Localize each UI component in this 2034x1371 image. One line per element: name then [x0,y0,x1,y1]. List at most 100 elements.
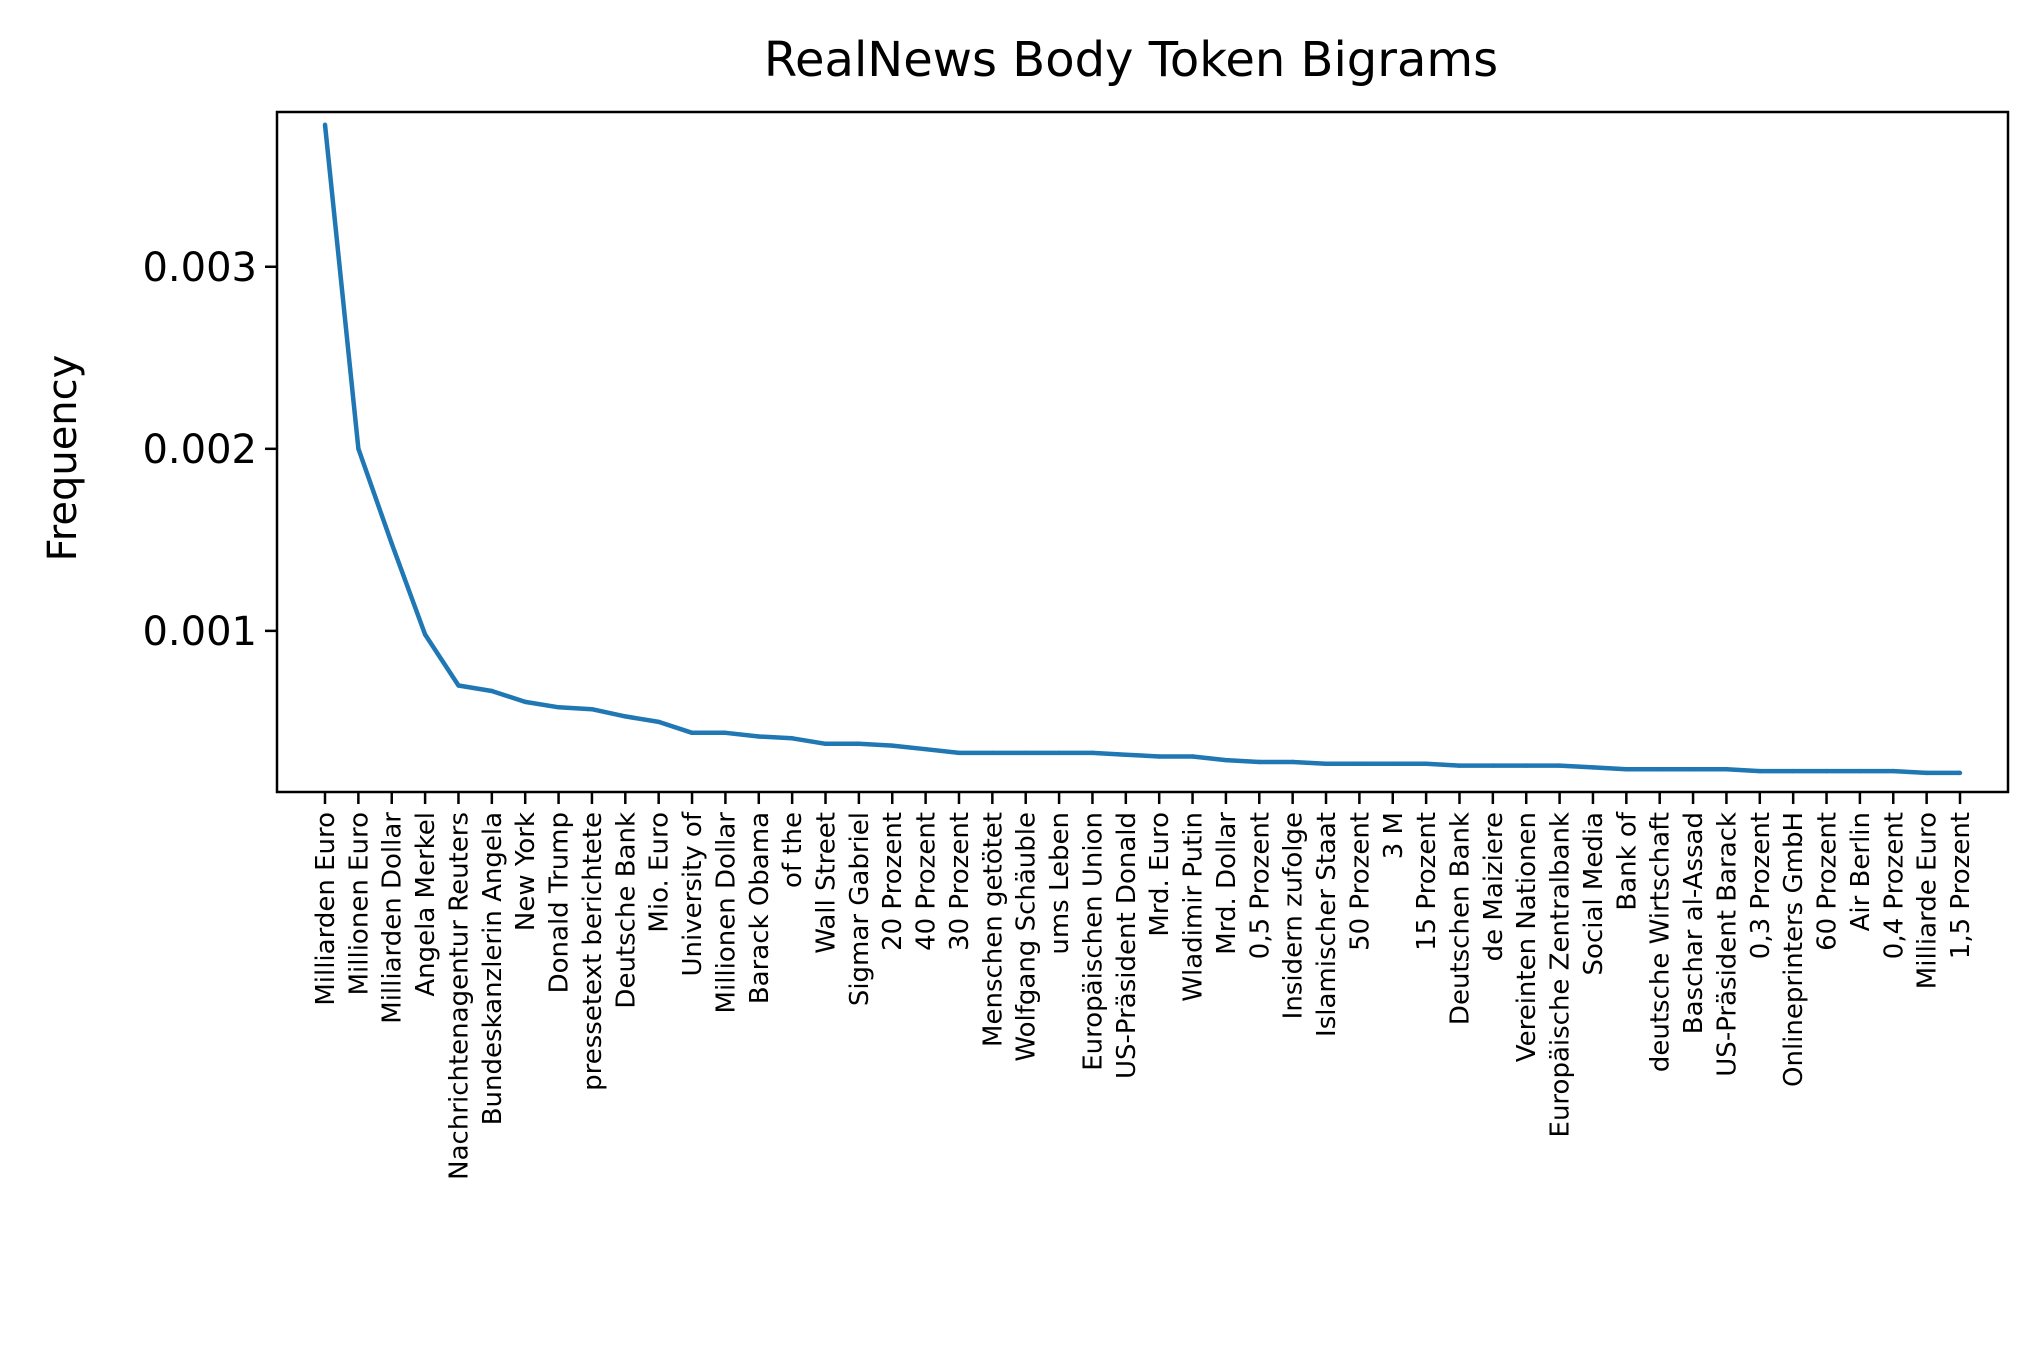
x-tick-label: Baschar al-Assad [1679,812,1709,1034]
data-point [1790,768,1796,774]
y-tick-label: 0.002 [142,427,257,473]
x-tick-label: 40 Prozent [912,812,942,951]
data-point [1223,757,1229,763]
x-tick-label: Milliarden Dollar [378,812,408,1024]
data-point [456,683,461,688]
x-tick-label: Angela Merkel [411,812,441,997]
data-point [1957,770,1963,776]
series-line [322,124,1960,776]
x-tick-label: US-Präsident Donald [1112,812,1142,1079]
x-tick-label: Mio. Euro [645,812,675,933]
data-point [1357,761,1362,766]
x-tick-label: Millionen Euro [344,812,374,995]
data-point [656,719,661,725]
data-point [823,741,828,746]
x-tick-label: Nachrichtenagentur Reuters [444,812,474,1180]
data-point [1590,765,1596,770]
x-tick-label: 50 Prozent [1345,812,1375,951]
data-point [1290,759,1295,765]
data-point [1023,750,1028,756]
x-tick-label: Wolfgang Schäuble [1012,812,1042,1062]
chart-title: RealNews Body Token Bigrams [764,32,1498,88]
x-tick-label: Sigmar Gabriel [845,812,875,1006]
data-point [1557,763,1562,768]
data-point [789,736,795,741]
x-tick-label: deutsche Wirtschaft [1646,812,1676,1072]
x-tick-label: Milliarde Euro [1913,812,1943,989]
x-tick-label: New York [511,812,541,931]
x-tick-label: ums Leben [1045,812,1075,955]
x-tick-label: Deutsche Bank [611,812,641,1009]
data-point [1457,763,1462,768]
data-point [1123,752,1129,757]
x-tick-label: 0,5 Prozent [1245,812,1275,959]
plot-frame [275,110,2010,794]
x-tick-label: Onlineprinters GmbH [1779,812,1809,1087]
x-tick-label: Wladimir Putin [1179,812,1209,1002]
data-point [1056,750,1062,756]
data-point [990,750,995,756]
data-point [1757,768,1762,774]
data-point [1624,767,1629,772]
data-point [1724,767,1729,772]
data-point [489,688,495,694]
x-tick-label: 60 Prozent [1813,812,1843,951]
x-tick-labels: Milliarden Euro Millionen Euro Milliarden … [311,811,1976,1180]
data-point [1891,768,1896,774]
data-point [1156,754,1162,759]
x-tick-label: 30 Prozent [945,812,975,951]
data-point [1090,750,1095,756]
x-tick-label: Insidern zufolge [1279,812,1309,1019]
data-point [890,743,895,748]
x-tick-label: Bundeskanzlerin Angela [478,812,508,1125]
data-point [1190,754,1195,759]
data-point [1924,770,1929,776]
data-point [523,699,528,705]
x-tick-label: 15 Prozent [1412,812,1442,951]
x-tick-label: Air Berlin [1846,812,1876,931]
x-tick-label: Menschen getötet [978,812,1008,1047]
x-tick-label: Wall Street [812,812,842,954]
x-tick-label: Milliarden Euro [311,812,341,1006]
data-point [1323,761,1329,766]
x-tick-label: Europäischen Union [1078,812,1108,1071]
data-point [856,741,862,746]
x-tick-label: Millionen Dollar [711,812,741,1014]
x-tick-label: University of [678,811,708,976]
x-tick-label: 0,3 Prozent [1746,812,1776,959]
y-axis-label: Frequency [40,355,86,562]
data-point [356,446,361,452]
data-point [1690,767,1696,772]
data-point [923,747,928,752]
x-tick-label: Donald Trump [545,812,575,993]
x-tick-label: Vereinten Nationen [1512,812,1542,1062]
x-tick-label: Bank of [1612,811,1642,910]
data-point [1490,763,1496,768]
data-point [689,730,695,736]
x-tick-label: US-Präsident Barack [1712,812,1742,1077]
data-point [756,734,761,739]
axis-ticks: 0.001 0.002 0.003 [142,245,1962,804]
data-point [322,122,328,127]
data-point [589,706,595,712]
x-tick-label: pressetext berichtete [578,812,608,1091]
x-tick-label: of the [778,812,808,888]
data-point [623,714,628,719]
data-point [1423,761,1429,766]
data-point [723,730,728,736]
x-tick-label: Europäische Zentralbank [1546,812,1576,1137]
x-tick-label: de Maiziere [1479,812,1509,961]
x-tick-label: Barack Obama [745,812,775,1004]
x-tick-label: 20 Prozent [878,812,908,951]
x-tick-label: 0,4 Prozent [1879,812,1909,959]
data-point [389,541,394,546]
x-tick-label: Deutschen Bank [1445,812,1475,1025]
x-tick-label: 1,5 Prozent [1946,812,1976,959]
series-layer [322,122,1963,776]
data-point [1857,768,1863,774]
x-tick-label: Mrd. Euro [1145,812,1175,937]
data-point [422,632,428,637]
x-tick-label: 3 M [1379,812,1409,859]
